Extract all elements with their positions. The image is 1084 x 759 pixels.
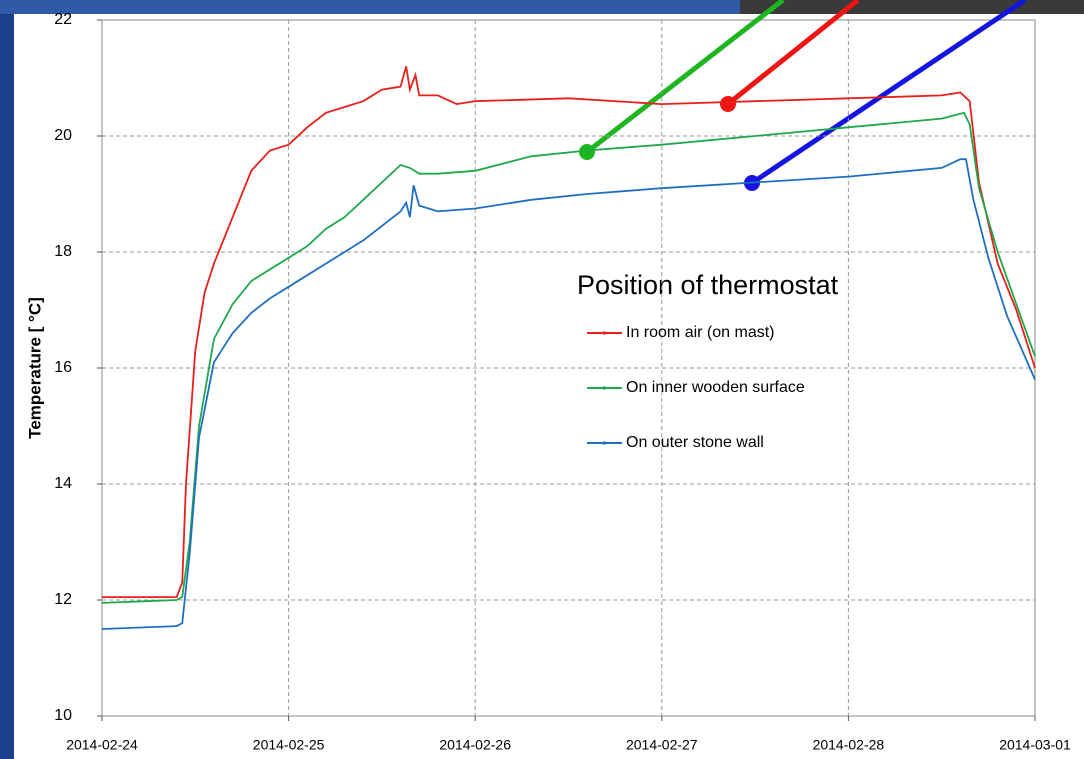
legend-label: In room air (on mast)	[626, 324, 774, 341]
legend-label: On inner wooden surface	[626, 379, 805, 396]
photo-strip	[740, 0, 1084, 14]
x-tick-label: 2014-02-27	[626, 737, 698, 753]
pointer-dot	[720, 96, 736, 112]
legend-marker	[603, 386, 606, 390]
legend-label: On outer stone wall	[626, 434, 764, 451]
y-tick-label: 20	[54, 127, 72, 144]
x-tick-label: 2014-02-25	[253, 737, 325, 753]
y-tick-label: 10	[54, 707, 72, 724]
pointer-green	[585, 0, 785, 154]
x-tick-label: 2014-02-28	[813, 737, 885, 753]
pointer-red	[726, 0, 860, 106]
legend-marker	[603, 331, 606, 335]
y-tick-label: 16	[54, 359, 72, 376]
series-line	[102, 66, 1036, 598]
x-tick-label: 2014-02-26	[439, 737, 511, 753]
pointer-dot	[579, 144, 595, 160]
y-tick-label: 18	[54, 243, 72, 260]
x-tick-label: 2014-02-24	[66, 737, 138, 753]
legend-title: Position of thermostat	[577, 270, 839, 300]
x-tick-label: 2014-03-01	[999, 737, 1071, 753]
y-tick-label: 22	[54, 11, 72, 28]
y-tick-label: 12	[54, 591, 72, 608]
legend-marker	[603, 441, 606, 445]
pointer-blue	[750, 0, 1027, 186]
y-tick-label: 14	[54, 475, 72, 492]
series-line	[101, 158, 1036, 630]
y-axis-label: Temperature [ °C]	[25, 297, 44, 439]
series-line	[101, 111, 1036, 604]
side-band	[0, 0, 14, 759]
